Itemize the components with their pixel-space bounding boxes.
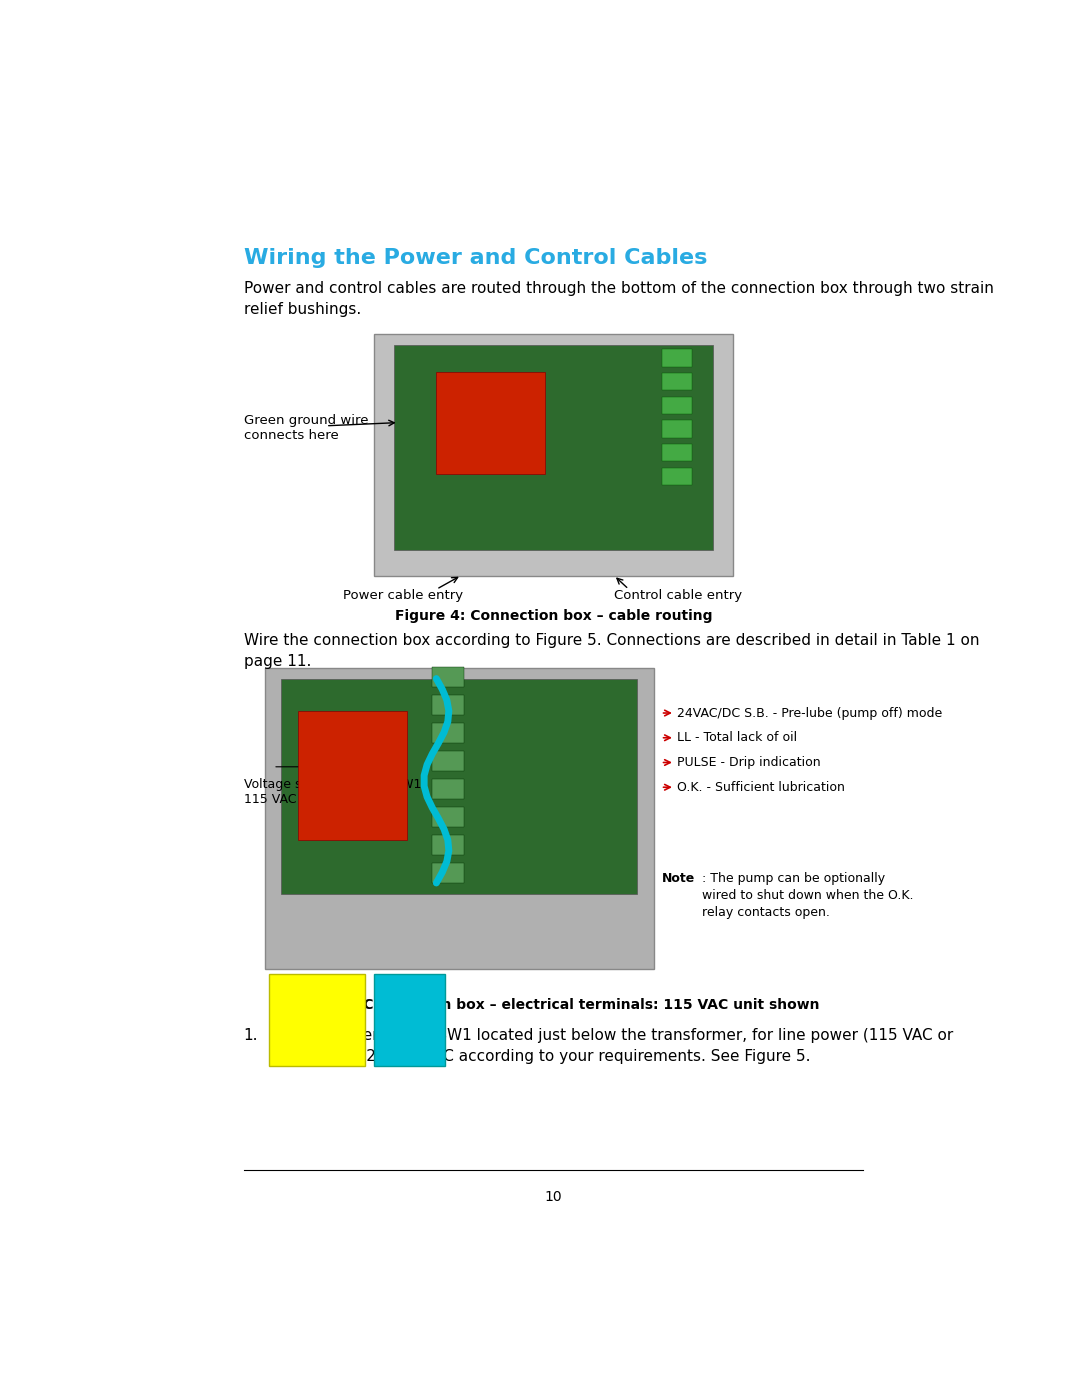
- Text: Voltage selector switch SW1:
115 VAC / 24 V AC/DC: Voltage selector switch SW1: 115 VAC / 2…: [244, 778, 426, 806]
- FancyBboxPatch shape: [662, 420, 691, 437]
- FancyBboxPatch shape: [282, 679, 637, 894]
- Text: 10: 10: [544, 1190, 563, 1204]
- FancyBboxPatch shape: [432, 834, 464, 855]
- FancyBboxPatch shape: [432, 750, 464, 771]
- FancyBboxPatch shape: [662, 444, 691, 461]
- Text: 1.: 1.: [244, 1028, 258, 1044]
- Text: Wire the connection box according to Figure 5. Connections are described in deta: Wire the connection box according to Fig…: [244, 633, 980, 669]
- FancyBboxPatch shape: [374, 334, 733, 577]
- Text: Figure 4: Connection box – cable routing: Figure 4: Connection box – cable routing: [395, 609, 712, 623]
- Text: Power and control cables are routed through the bottom of the connection box thr: Power and control cables are routed thro…: [244, 281, 994, 317]
- FancyBboxPatch shape: [662, 468, 691, 485]
- FancyBboxPatch shape: [298, 711, 407, 840]
- Text: : The pump can be optionally
wired to shut down when the O.K.
relay contacts ope: : The pump can be optionally wired to sh…: [702, 872, 914, 919]
- FancyBboxPatch shape: [436, 372, 545, 474]
- Text: Power cable entry: Power cable entry: [342, 590, 462, 602]
- FancyBboxPatch shape: [394, 345, 713, 549]
- FancyBboxPatch shape: [432, 862, 464, 883]
- FancyBboxPatch shape: [662, 373, 691, 390]
- FancyBboxPatch shape: [432, 722, 464, 743]
- FancyBboxPatch shape: [662, 397, 691, 414]
- FancyBboxPatch shape: [432, 806, 464, 827]
- Text: Note: Note: [662, 872, 696, 886]
- Text: Green ground wire
connects here: Green ground wire connects here: [244, 414, 368, 441]
- Text: LL - Total lack of oil: LL - Total lack of oil: [677, 731, 797, 745]
- Text: Figure 5: Connection box – electrical terminals: 115 VAC unit shown: Figure 5: Connection box – electrical te…: [287, 997, 820, 1011]
- FancyBboxPatch shape: [374, 975, 445, 1066]
- Text: Power
cable
115 VAC
or
24 VAC/VDC: Power cable 115 VAC or 24 VAC/VDC: [280, 990, 354, 1051]
- Text: Control cable entry: Control cable entry: [613, 590, 742, 602]
- FancyBboxPatch shape: [432, 694, 464, 715]
- FancyBboxPatch shape: [265, 668, 653, 970]
- Text: Wiring the Power and Control Cables: Wiring the Power and Control Cables: [244, 249, 707, 268]
- Text: Control
cable: Control cable: [387, 1009, 432, 1031]
- FancyBboxPatch shape: [269, 975, 365, 1066]
- FancyBboxPatch shape: [432, 778, 464, 799]
- Text: 24VAC/DC S.B. - Pre-lube (pump off) mode: 24VAC/DC S.B. - Pre-lube (pump off) mode: [677, 707, 943, 719]
- Text: O.K. - Sufficient lubrication: O.K. - Sufficient lubrication: [677, 781, 846, 793]
- FancyBboxPatch shape: [432, 666, 464, 687]
- FancyBboxPatch shape: [662, 349, 691, 366]
- Text: Set the power switch SW1 located just below the transformer, for line power (115: Set the power switch SW1 located just be…: [271, 1028, 953, 1065]
- Text: PULSE - Drip indication: PULSE - Drip indication: [677, 756, 821, 768]
